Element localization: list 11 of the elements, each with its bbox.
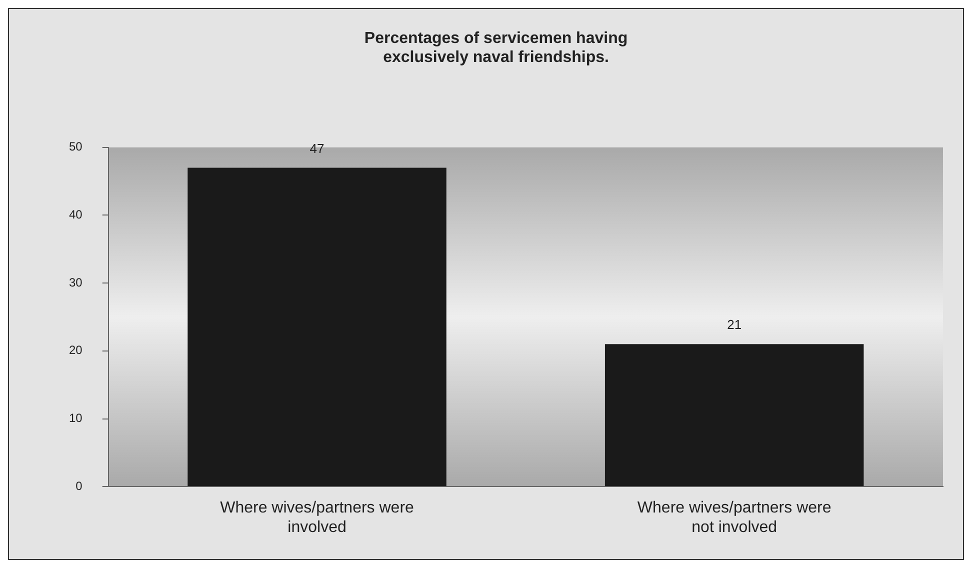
y-tick-label: 0	[76, 478, 83, 493]
y-tick-label: 40	[68, 208, 83, 222]
x-tick-label: Where wives/partners were involved	[220, 500, 414, 536]
x-tick-label: Where wives/partners were not involved	[637, 500, 832, 536]
data-label: 47	[310, 140, 324, 156]
chart-title: Percentages of servicemen having exclusively naval friendships.	[364, 30, 628, 66]
y-tick-label: 30	[68, 275, 83, 290]
y-tick-label: 10	[68, 411, 83, 426]
y-tick-label: 20	[68, 343, 83, 358]
data-label: 21	[727, 317, 742, 332]
y-tick-label: 50	[68, 140, 83, 154]
